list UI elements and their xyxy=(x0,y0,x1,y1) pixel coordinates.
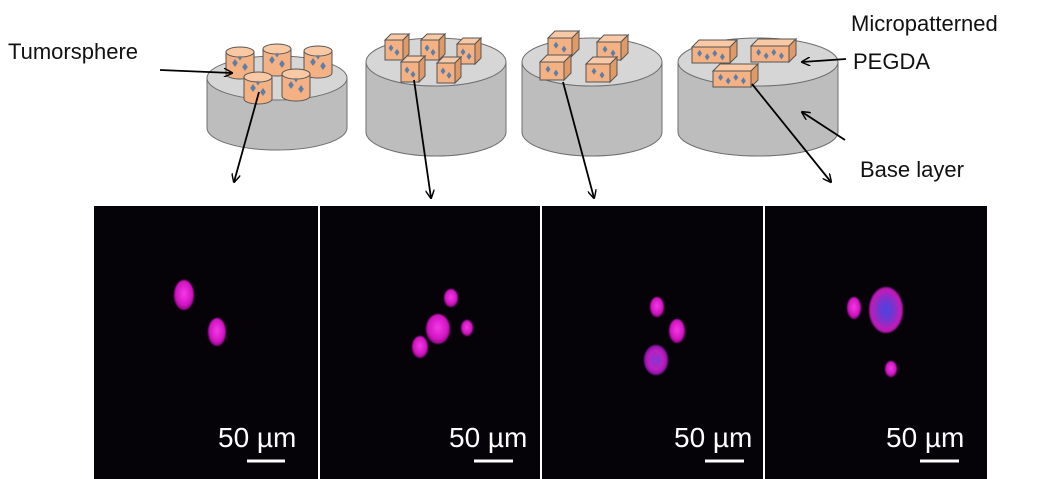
panel1-arrow xyxy=(234,91,260,182)
disc-cuboids xyxy=(521,37,663,157)
cylinder-patterns xyxy=(225,43,333,105)
cube-pattern xyxy=(435,55,463,85)
nucleus-2d xyxy=(461,320,473,336)
cube-pattern xyxy=(399,54,427,84)
tumorsphere-arrow xyxy=(159,70,232,73)
cuboid-pattern xyxy=(584,55,619,84)
cuboid-pattern xyxy=(546,29,581,58)
micrograph-panel-4: 50 µm xyxy=(765,206,987,479)
nucleus-1a xyxy=(174,280,194,310)
nucleus-2b xyxy=(444,289,458,307)
pegda-arrow xyxy=(802,59,847,62)
panel2-arrow xyxy=(413,79,431,198)
cube-pattern xyxy=(383,32,411,62)
panel3-arrow xyxy=(562,81,594,198)
cuboid-pattern xyxy=(538,53,573,82)
nucleus-3c xyxy=(644,345,668,375)
cylinder-pattern xyxy=(281,68,311,102)
nucleus-4c xyxy=(885,361,897,377)
cylinder-pattern xyxy=(243,71,273,105)
elongated-cuboid-pattern xyxy=(711,62,760,89)
arrows xyxy=(159,59,847,198)
micropatterned-label: Micropatterned xyxy=(851,11,998,36)
base-layer-arrow xyxy=(802,112,846,141)
pegda-label: PEGDA xyxy=(853,49,930,74)
cube-patterns xyxy=(383,29,798,89)
elongated-cuboid-pattern xyxy=(749,37,798,64)
nucleus-3a xyxy=(650,297,664,317)
scale-label-1: 50 µm xyxy=(218,422,296,453)
scale-label-3: 50 µm xyxy=(674,422,752,453)
micrograph-panel-1: 50 µm xyxy=(94,206,318,479)
scale-label-2: 50 µm xyxy=(449,422,527,453)
panel4-arrow xyxy=(751,83,831,182)
nucleus-4a xyxy=(847,297,861,319)
tumorsphere-label: Tumorsphere xyxy=(8,39,138,64)
nucleus-2c xyxy=(412,336,428,358)
base-layer-label: Base layer xyxy=(860,157,964,182)
micrograph-panel-2: 50 µm xyxy=(320,206,540,479)
cylinder-pattern xyxy=(303,45,333,79)
elongated-cuboid-pattern xyxy=(690,38,739,65)
scale-label-4: 50 µm xyxy=(886,422,964,453)
nucleus-4b xyxy=(869,287,903,333)
nucleus-1b xyxy=(208,318,226,346)
cuboid-pattern xyxy=(595,33,630,62)
micrograph-panel-3: 50 µm xyxy=(542,206,763,479)
nucleus-3b xyxy=(669,319,685,343)
nucleus-2a xyxy=(426,314,450,344)
